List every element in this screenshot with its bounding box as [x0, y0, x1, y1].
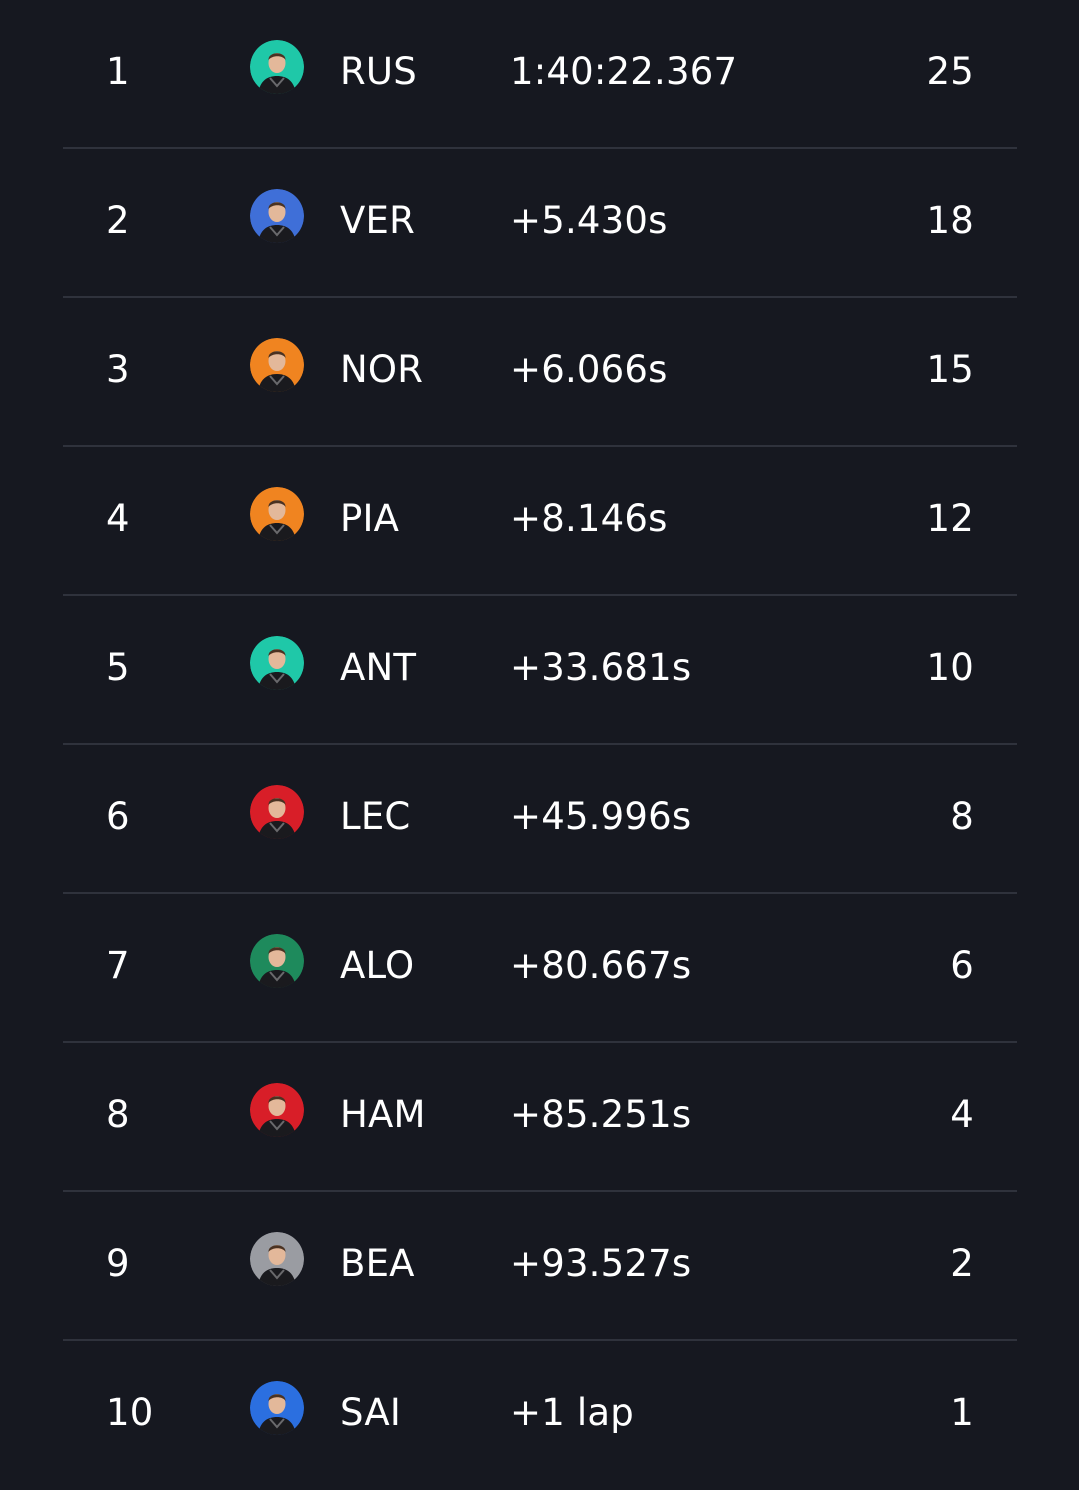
driver-code: BEA — [340, 1242, 415, 1285]
driver-avatar-icon — [250, 785, 304, 839]
driver-code: RUS — [340, 50, 417, 93]
position: 5 — [106, 646, 130, 689]
driver-code: ALO — [340, 944, 415, 987]
result-row[interactable]: 9 BEA +93.527s 2 — [0, 1192, 1079, 1341]
driver-code: PIA — [340, 497, 400, 540]
driver-avatar-icon — [250, 934, 304, 988]
points: 12 — [926, 497, 974, 540]
race-time: +6.066s — [510, 348, 668, 391]
points: 1 — [950, 1391, 974, 1434]
row-divider — [63, 445, 1017, 447]
driver-code: HAM — [340, 1093, 426, 1136]
driver-avatar-icon — [250, 1232, 304, 1286]
row-divider — [63, 1339, 1017, 1341]
position: 6 — [106, 795, 130, 838]
points: 15 — [926, 348, 974, 391]
race-time: +33.681s — [510, 646, 692, 689]
points: 18 — [926, 199, 974, 242]
row-divider — [63, 594, 1017, 596]
race-time: +1 lap — [510, 1391, 634, 1434]
row-divider — [63, 1190, 1017, 1192]
row-divider — [63, 743, 1017, 745]
result-row[interactable]: 6 LEC +45.996s 8 — [0, 745, 1079, 894]
race-time: +80.667s — [510, 944, 692, 987]
race-time: +8.146s — [510, 497, 668, 540]
points: 2 — [950, 1242, 974, 1285]
row-divider — [63, 1041, 1017, 1043]
race-time: +93.527s — [510, 1242, 692, 1285]
result-row[interactable]: 10 SAI +1 lap 1 — [0, 1341, 1079, 1490]
result-row[interactable]: 2 VER +5.430s 18 — [0, 149, 1079, 298]
driver-avatar-icon — [250, 338, 304, 392]
position: 9 — [106, 1242, 130, 1285]
driver-code: NOR — [340, 348, 424, 391]
race-time: +5.430s — [510, 199, 668, 242]
points: 10 — [926, 646, 974, 689]
points: 4 — [950, 1093, 974, 1136]
row-divider — [63, 147, 1017, 149]
position: 4 — [106, 497, 130, 540]
driver-code: ANT — [340, 646, 417, 689]
position: 1 — [106, 50, 130, 93]
result-row[interactable]: 1 RUS 1:40:22.367 25 — [0, 0, 1079, 149]
result-row[interactable]: 5 ANT +33.681s 10 — [0, 596, 1079, 745]
position: 10 — [106, 1391, 154, 1434]
position: 7 — [106, 944, 130, 987]
position: 2 — [106, 199, 130, 242]
result-row[interactable]: 7 ALO +80.667s 6 — [0, 894, 1079, 1043]
points: 8 — [950, 795, 974, 838]
position: 3 — [106, 348, 130, 391]
driver-avatar-icon — [250, 1381, 304, 1435]
driver-code: LEC — [340, 795, 411, 838]
row-divider — [63, 892, 1017, 894]
driver-avatar-icon — [250, 636, 304, 690]
points: 6 — [950, 944, 974, 987]
driver-avatar-icon — [250, 40, 304, 94]
position: 8 — [106, 1093, 130, 1136]
result-row[interactable]: 4 PIA +8.146s 12 — [0, 447, 1079, 596]
result-row[interactable]: 3 NOR +6.066s 15 — [0, 298, 1079, 447]
driver-avatar-icon — [250, 189, 304, 243]
driver-avatar-icon — [250, 1083, 304, 1137]
race-time: 1:40:22.367 — [510, 50, 738, 93]
driver-avatar-icon — [250, 487, 304, 541]
driver-code: SAI — [340, 1391, 401, 1434]
race-time: +85.251s — [510, 1093, 692, 1136]
points: 25 — [926, 50, 974, 93]
row-divider — [63, 296, 1017, 298]
result-row[interactable]: 8 HAM +85.251s 4 — [0, 1043, 1079, 1192]
driver-code: VER — [340, 199, 415, 242]
race-time: +45.996s — [510, 795, 692, 838]
